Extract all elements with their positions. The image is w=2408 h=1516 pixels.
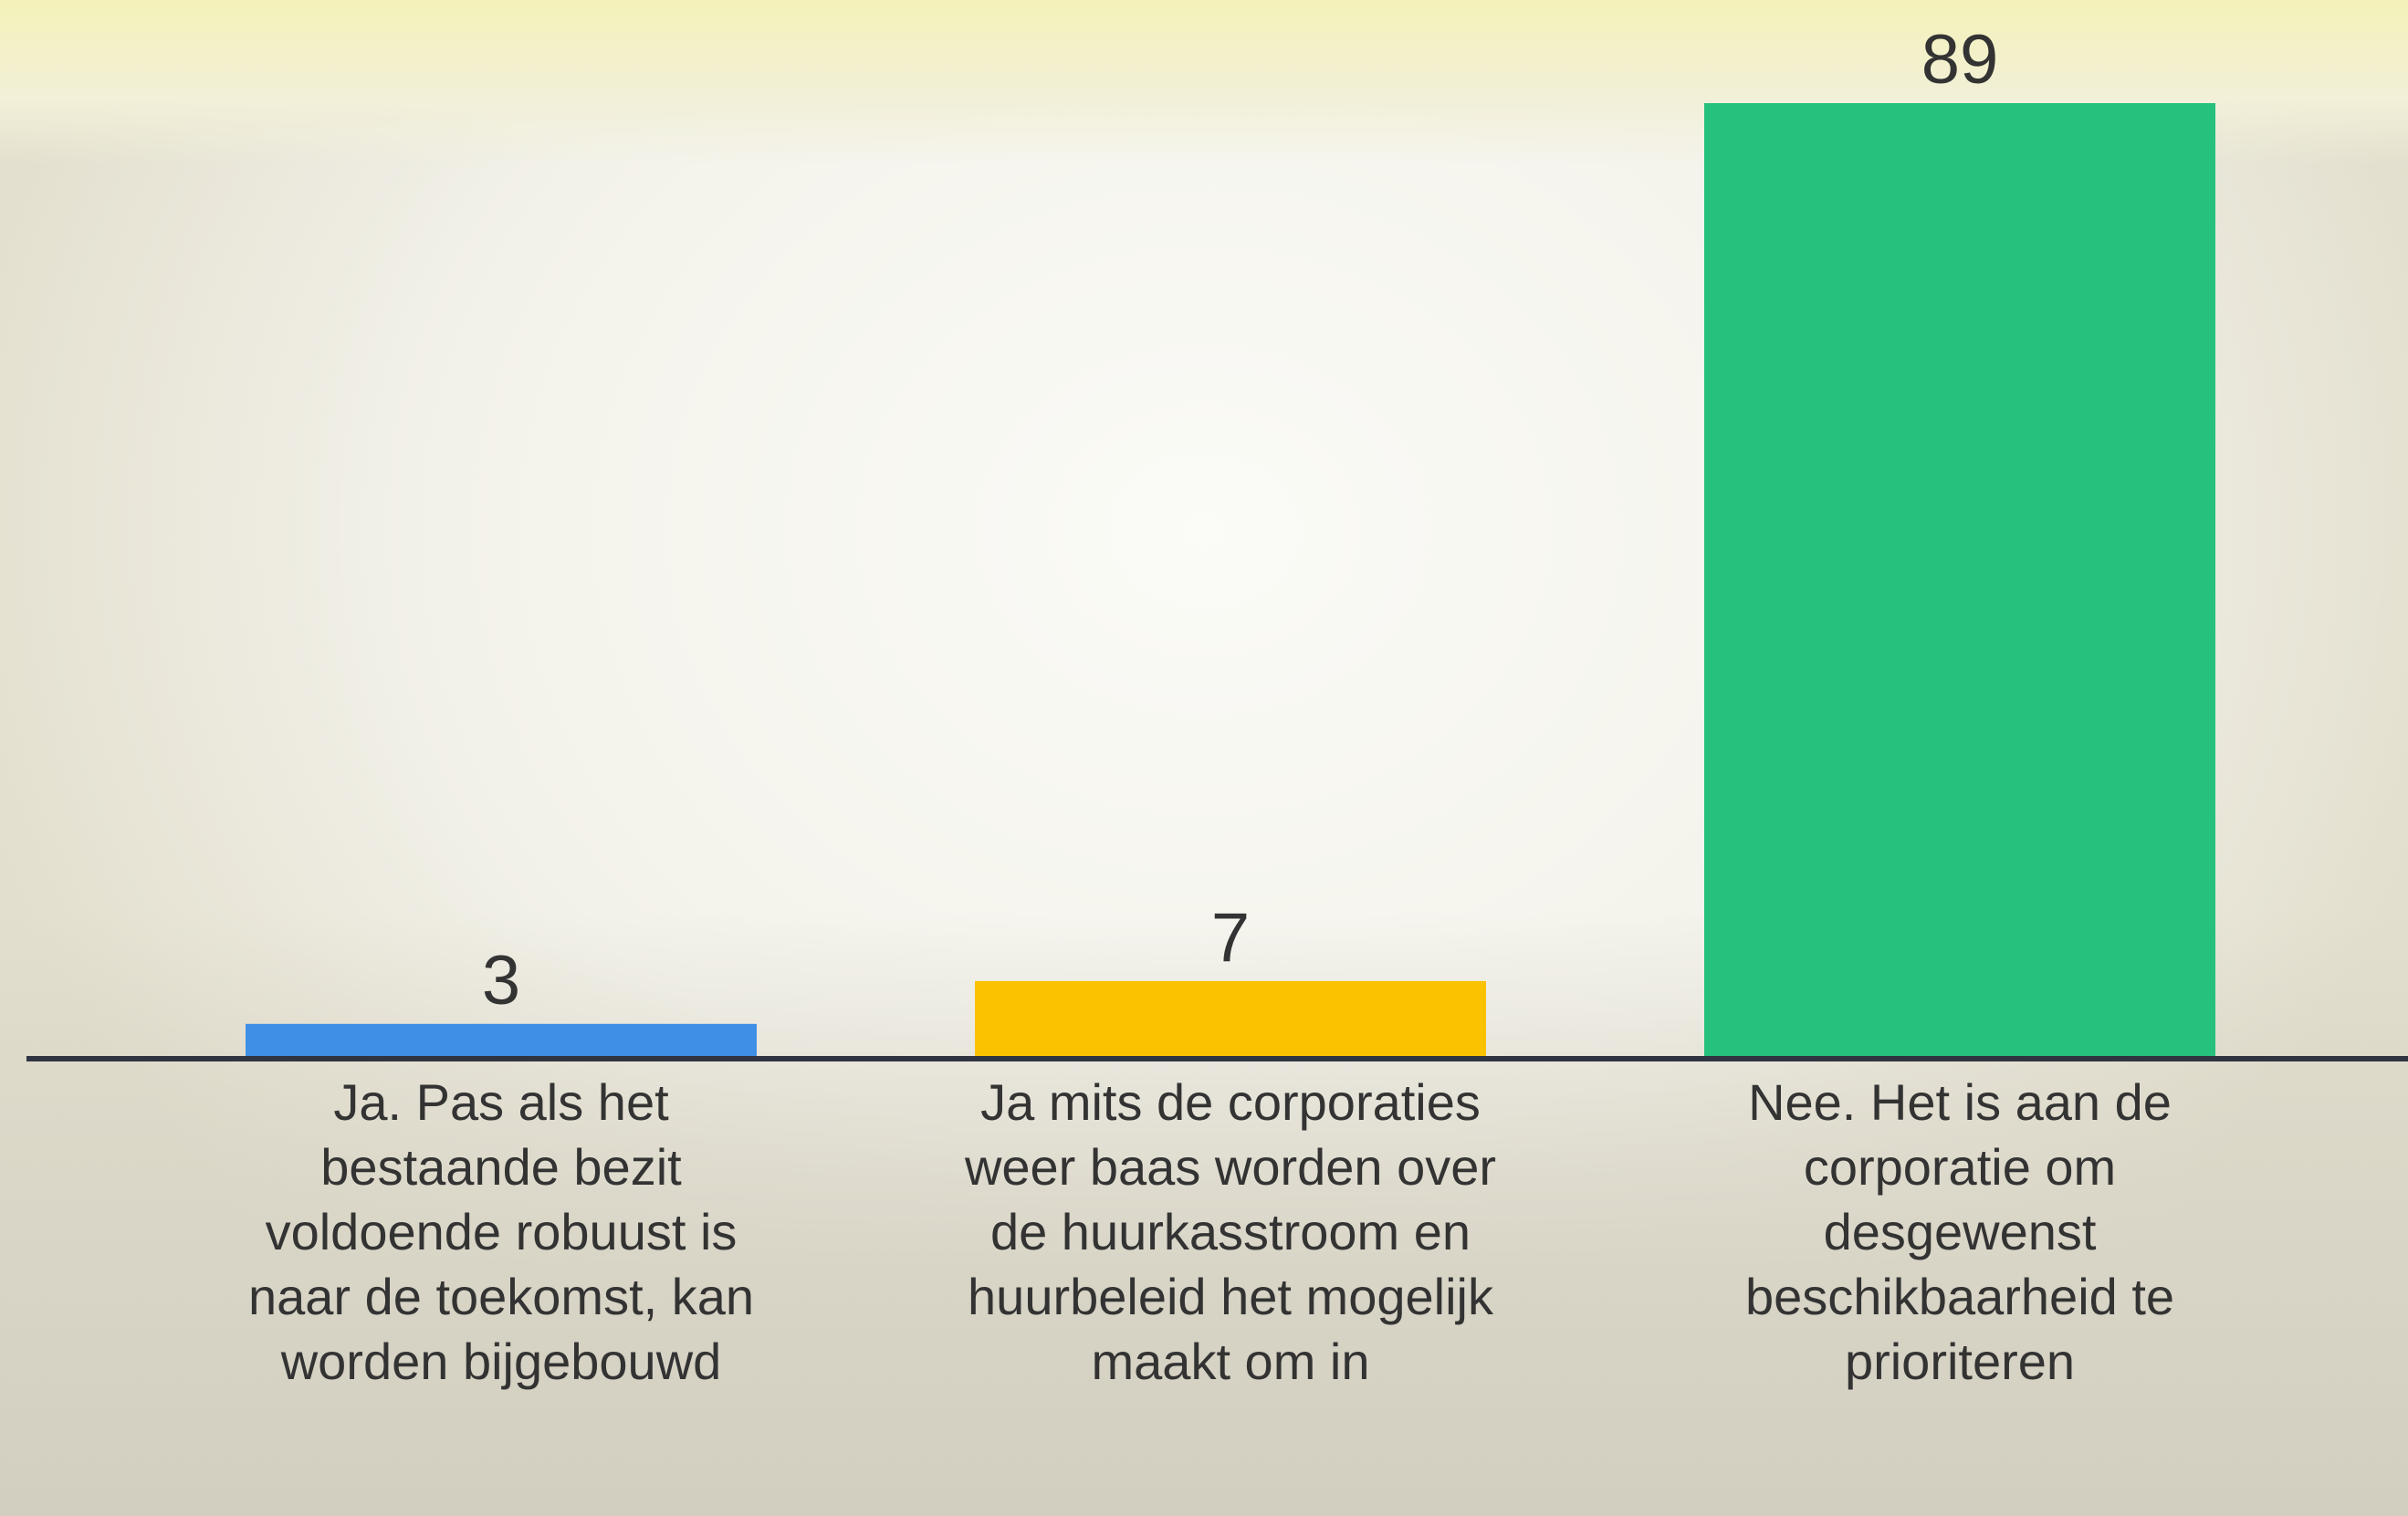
category-label: Nee. Het is aan de corporatie om desgewe… [1686,1070,2234,1394]
value-label: 89 [1921,21,1999,99]
bar [246,1024,757,1056]
value-label: 7 [1211,899,1250,977]
value-label: 3 [482,942,520,1019]
page: 3789 (() => { const data = JSON.parse(do… [0,0,2408,1516]
bar [975,981,1486,1056]
category-label: Ja mits de corporaties weer baas worden … [957,1070,1504,1394]
category-label: Ja. Pas als het bestaande bezit voldoend… [227,1070,775,1394]
bar [1704,103,2215,1056]
